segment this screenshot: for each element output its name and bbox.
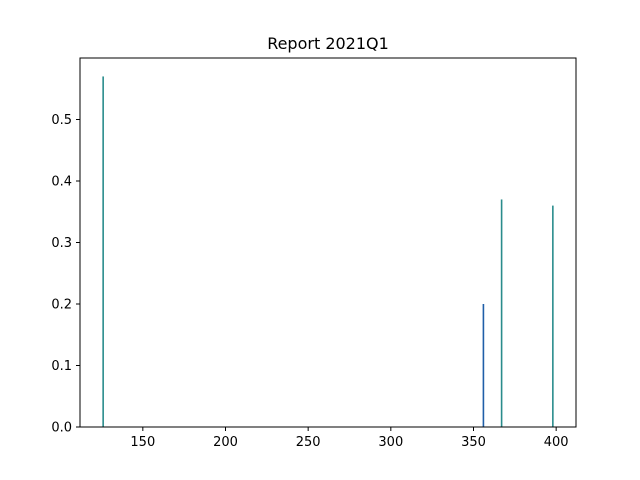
y-tick-label: 0.2	[51, 298, 72, 313]
y-tick-label: 0.1	[51, 359, 72, 374]
x-axis: 150 200 250 300 350 400	[130, 427, 569, 450]
x-tick-label: 200	[213, 435, 238, 450]
bar-3	[552, 205, 554, 427]
y-tick-label: 0.3	[51, 236, 72, 251]
x-tick-label: 250	[296, 435, 321, 450]
y-tick-label: 0.4	[51, 175, 72, 190]
bar-1	[482, 304, 485, 427]
bars-layer	[102, 76, 554, 427]
x-tick-label: 150	[130, 435, 155, 450]
chart-title: Report 2021Q1	[267, 34, 389, 53]
bar-0	[102, 76, 104, 427]
x-tick-label: 350	[461, 435, 486, 450]
plot-frame	[79, 57, 577, 428]
y-tick-label: 0.0	[51, 421, 72, 436]
y-tick-label: 0.5	[51, 113, 72, 128]
x-tick-label: 400	[544, 435, 569, 450]
x-tick-label: 300	[378, 435, 403, 450]
bar-2	[500, 199, 503, 427]
y-axis: 0.0 0.1 0.2 0.3 0.4 0.5	[51, 113, 80, 436]
